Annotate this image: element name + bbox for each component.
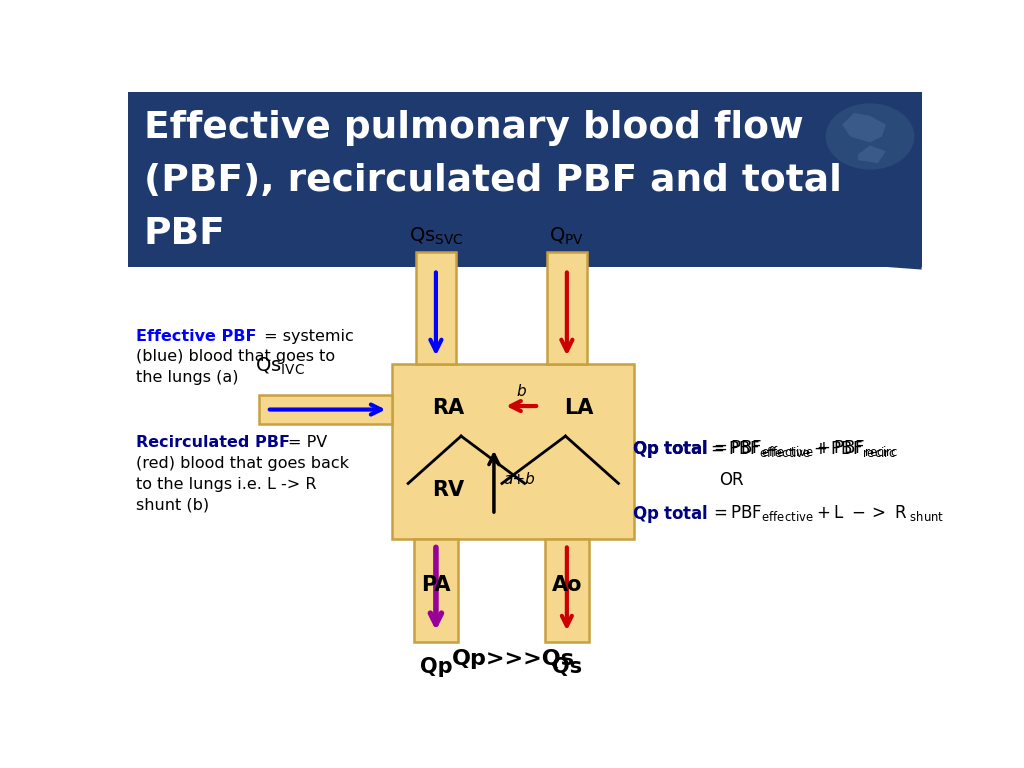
Text: Effective pulmonary blood flow: Effective pulmonary blood flow [143, 110, 804, 146]
Text: (PBF), recirculated PBF and total: (PBF), recirculated PBF and total [143, 163, 842, 199]
Text: $\mathrm{=PBF_{effective}+L\ ->\ R_{\ shunt}}$: $\mathrm{=PBF_{effective}+L\ ->\ R_{\ sh… [710, 503, 944, 523]
Text: RA: RA [432, 398, 464, 418]
Text: Qp: Qp [420, 657, 453, 677]
Polygon shape [128, 92, 922, 270]
Text: Ao: Ao [552, 575, 582, 595]
Text: PA: PA [421, 575, 451, 595]
Text: LA: LA [564, 398, 594, 418]
Text: b: b [516, 384, 526, 399]
Bar [259, 396, 392, 424]
Text: Effective PBF: Effective PBF [136, 329, 256, 344]
Text: PBF: PBF [143, 217, 225, 253]
Text: $\mathrm{Qs_{SVC}}$: $\mathrm{Qs_{SVC}}$ [409, 226, 463, 247]
Bar [128, 92, 922, 266]
Bar [414, 538, 458, 642]
Text: Qs: Qs [552, 657, 582, 677]
Text: a+b: a+b [504, 472, 536, 487]
Bar [547, 252, 587, 364]
Circle shape [826, 104, 913, 169]
Text: OR: OR [719, 471, 743, 488]
Text: Recirculated PBF: Recirculated PBF [136, 435, 290, 450]
Text: RV: RV [432, 480, 464, 500]
Text: = PV: = PV [289, 435, 328, 450]
Text: Qp>>>Qs: Qp>>>Qs [452, 649, 574, 669]
Bar [392, 364, 634, 538]
Text: = systemic: = systemic [259, 329, 353, 344]
Text: shunt (b): shunt (b) [136, 497, 209, 512]
Text: $\mathbf{Qp\ total}$: $\mathbf{Qp\ total}$ [632, 503, 709, 525]
Text: (blue) blood that goes to: (blue) blood that goes to [136, 349, 335, 364]
Text: the lungs (a): the lungs (a) [136, 370, 239, 385]
Polygon shape [858, 145, 886, 163]
Text: to the lungs i.e. L -> R: to the lungs i.e. L -> R [136, 476, 316, 492]
Text: $\mathrm{Qs_{IVC}}$: $\mathrm{Qs_{IVC}}$ [255, 356, 305, 377]
Polygon shape [842, 113, 886, 142]
Text: $\mathbf{Qp\ total}$: $\mathbf{Qp\ total}$ [632, 438, 709, 460]
Text: $\mathrm{Q_{PV}}$: $\mathrm{Q_{PV}}$ [549, 226, 585, 247]
Text: (red) blood that goes back: (red) blood that goes back [136, 456, 349, 471]
Text: $\mathrm{=PBF_{effective}+PBF_{recirc}}$: $\mathrm{=PBF_{effective}+PBF_{recirc}}$ [710, 438, 898, 458]
Text: $\bf{Qp\ total}$$\mathrm{=PBF_{effective}+PBF_{recirc}}$: $\bf{Qp\ total}$$\mathrm{=PBF_{effective… [632, 438, 896, 460]
Bar [545, 538, 589, 642]
Bar [416, 252, 456, 364]
